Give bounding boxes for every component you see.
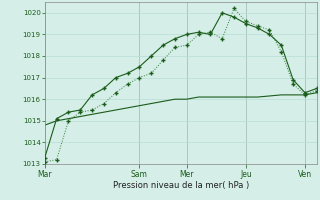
X-axis label: Pression niveau de la mer( hPa ): Pression niveau de la mer( hPa ): [113, 181, 249, 190]
